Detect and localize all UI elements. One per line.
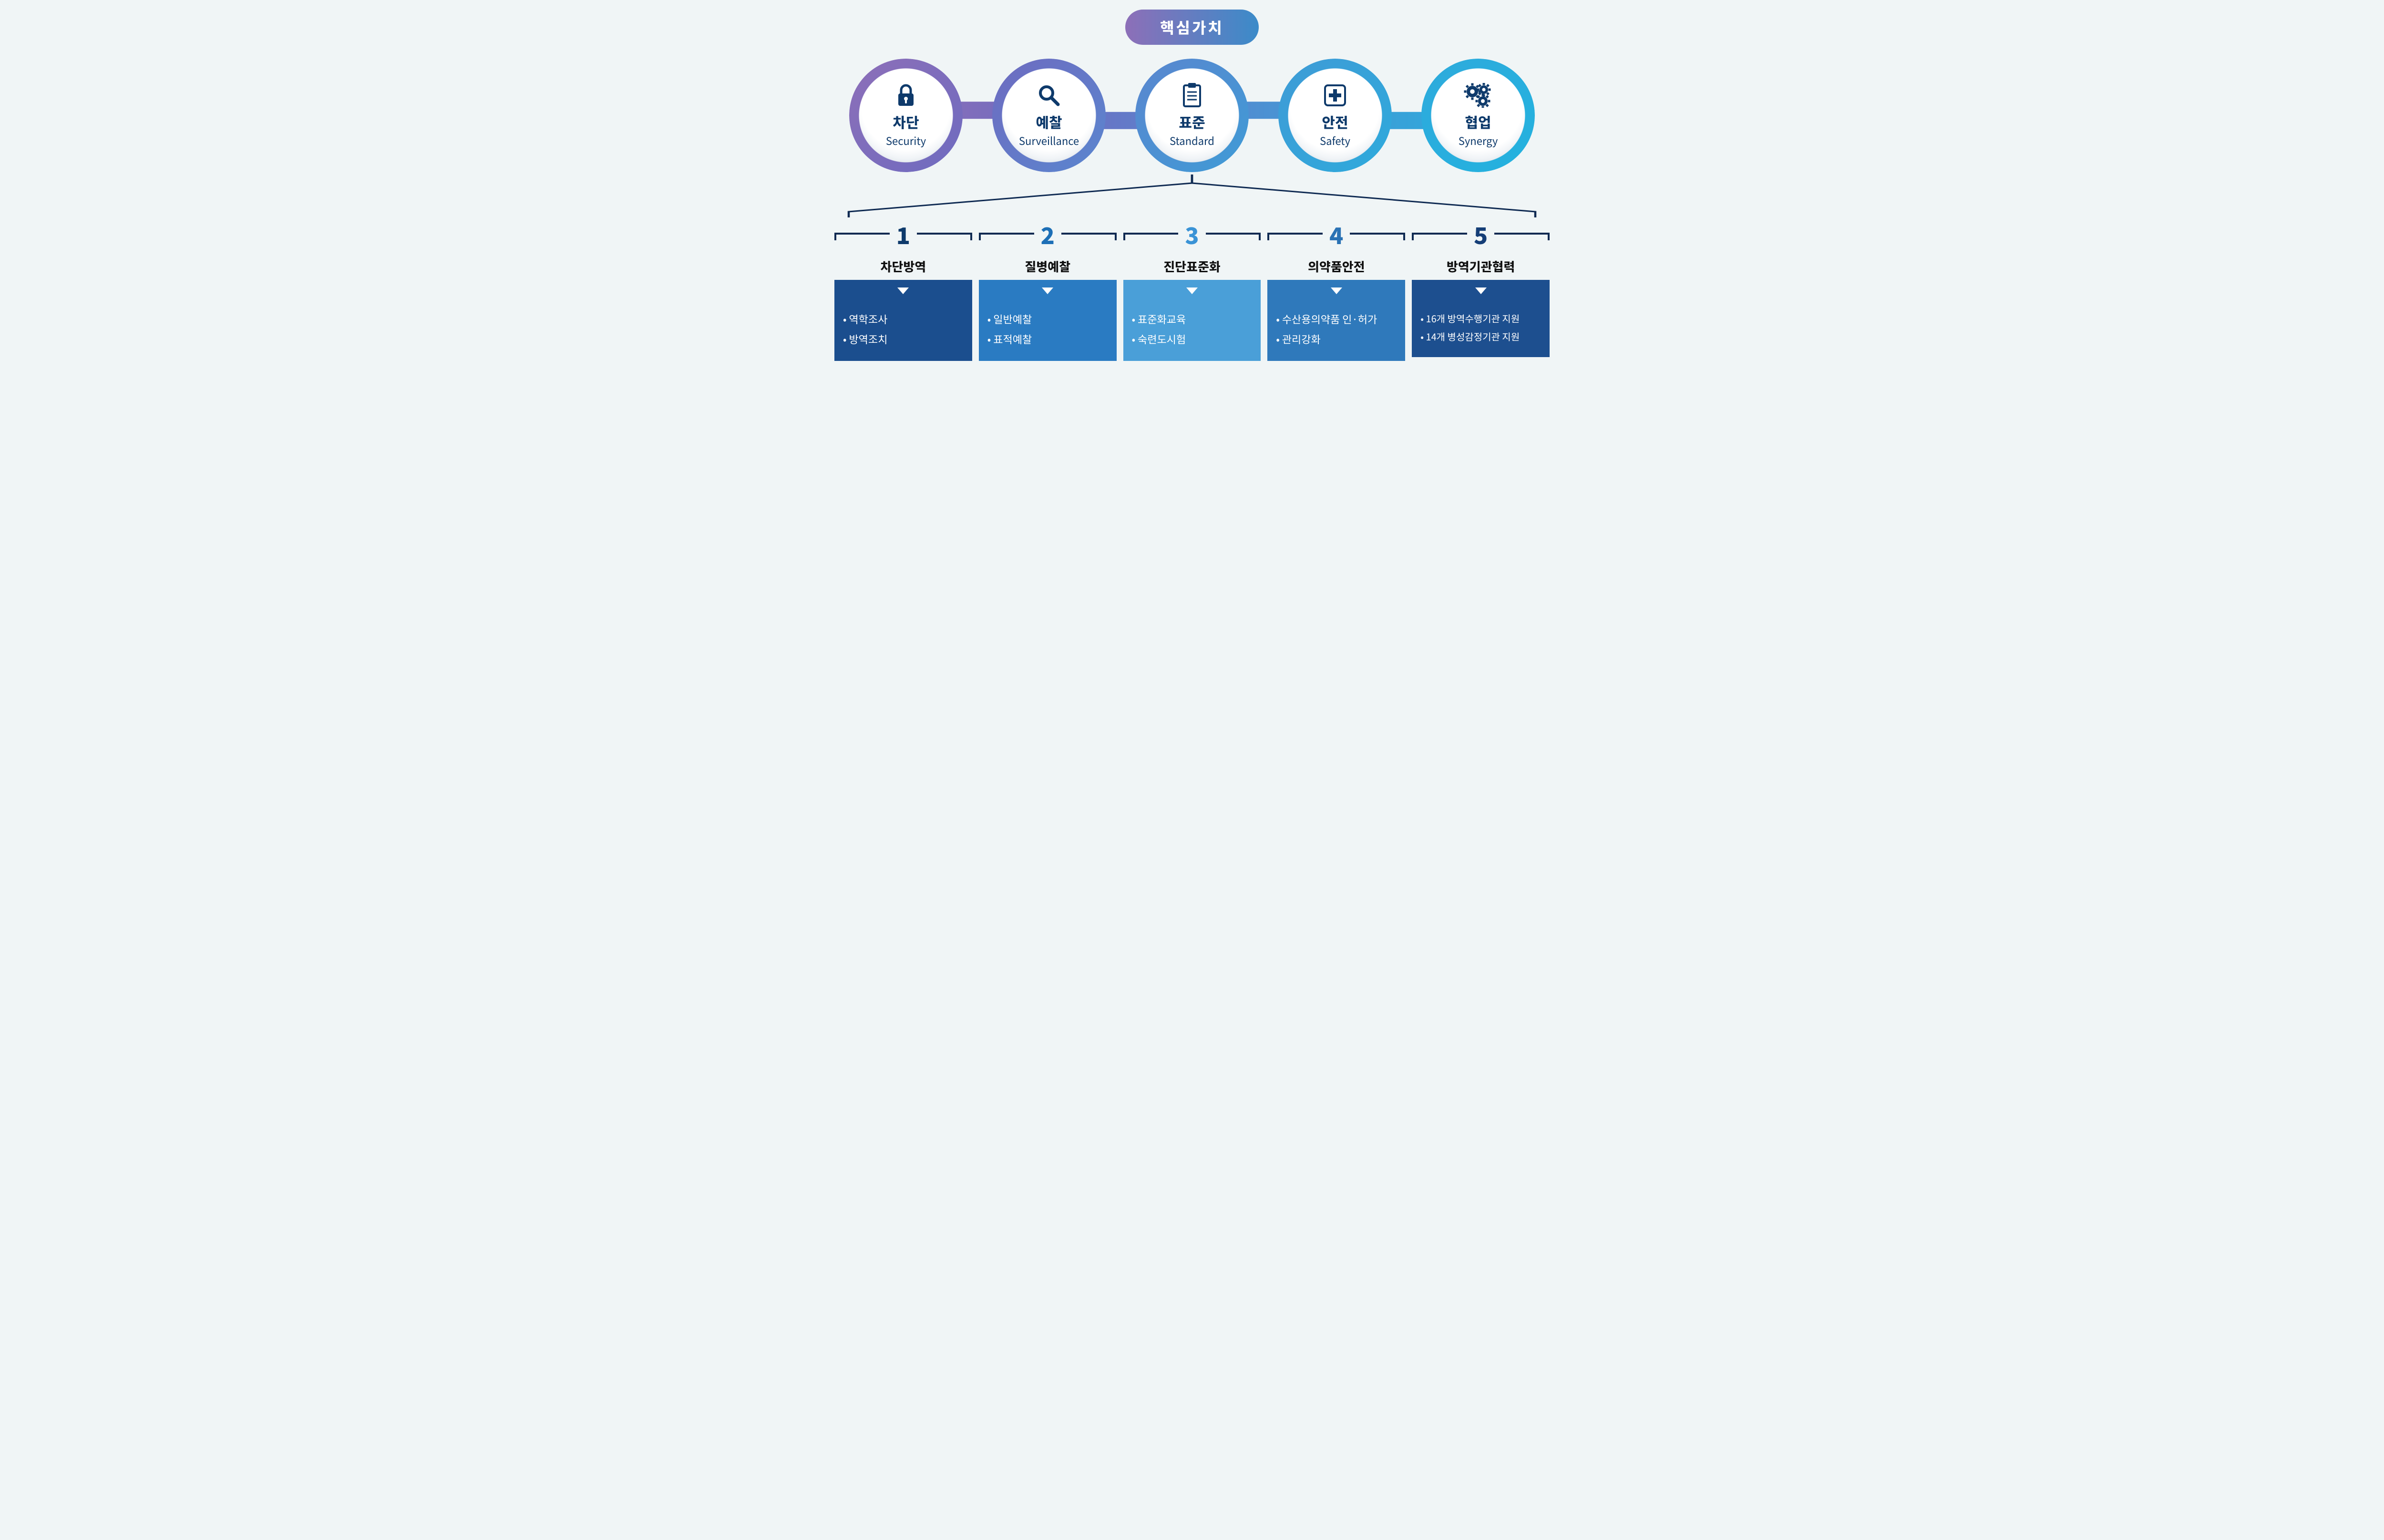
core-value-en: Safety: [1320, 133, 1350, 148]
column-number: 3: [1178, 217, 1205, 251]
column-header: 5: [1412, 217, 1550, 251]
strategy-column: 4 의약품안전 수산용의약품 인·허가관리강화: [1267, 217, 1405, 361]
column-number: 5: [1467, 217, 1494, 251]
column-body: 일반예찰표적예찰: [979, 280, 1117, 361]
column-header: 4: [1267, 217, 1405, 251]
core-value-kr: 차단: [893, 111, 919, 132]
strategy-columns: 1 차단방역 역학조사방역조치 2 질병예찰 일반예찰표적예찰 3 진단표준화 …: [834, 217, 1550, 361]
column-header: 3: [1123, 217, 1261, 251]
bullet-item: 14개 병성감정기관 지원: [1420, 328, 1541, 346]
bullet-item: 역학조사: [843, 309, 964, 329]
chevron-down-icon: [1042, 287, 1053, 301]
clipboard-icon: [1182, 82, 1202, 108]
core-value-kr: 안전: [1322, 111, 1348, 132]
strategy-column: 2 질병예찰 일반예찰표적예찰: [979, 217, 1117, 361]
column-title: 방역기관협력: [1412, 257, 1550, 275]
core-value-kr: 표준: [1179, 111, 1205, 132]
bullet-list: 16개 방역수행기관 지원14개 병성감정기관 지원: [1412, 309, 1550, 346]
core-value-en: Security: [886, 133, 926, 148]
medical-icon: [1323, 82, 1347, 108]
bullet-list: 수산용의약품 인·허가관리강화: [1267, 309, 1405, 349]
chevron-down-icon: [1331, 287, 1342, 301]
strategy-column: 1 차단방역 역학조사방역조치: [834, 217, 972, 361]
column-title: 차단방역: [834, 257, 972, 275]
bullet-item: 표적예찰: [987, 329, 1108, 349]
core-value-en: Surveillance: [1019, 133, 1079, 148]
column-title: 질병예찰: [979, 257, 1117, 275]
bullet-item: 16개 방역수행기관 지원: [1420, 309, 1541, 328]
bullet-item: 방역조치: [843, 329, 964, 349]
column-title: 의약품안전: [1267, 257, 1405, 275]
column-body: 역학조사방역조치: [834, 280, 972, 361]
core-value-kr: 협업: [1465, 111, 1491, 132]
core-value-kr: 예찰: [1036, 111, 1062, 132]
bullet-item: 수산용의약품 인·허가: [1276, 309, 1397, 329]
title-pill: 핵심가치: [1125, 10, 1259, 45]
bullet-item: 일반예찰: [987, 309, 1108, 329]
core-value-circle: 차단 Security: [854, 63, 958, 167]
chevron-down-icon: [897, 287, 909, 301]
column-body: 16개 방역수행기관 지원14개 병성감정기관 지원: [1412, 280, 1550, 357]
connector-lines: [834, 175, 1550, 217]
column-body: 수산용의약품 인·허가관리강화: [1267, 280, 1405, 361]
gears-icon: [1464, 82, 1492, 108]
chevron-down-icon: [1475, 287, 1487, 301]
bullet-list: 일반예찰표적예찰: [979, 309, 1117, 349]
column-header: 1: [834, 217, 972, 251]
column-title: 진단표준화: [1123, 257, 1261, 275]
strategy-column: 5 방역기관협력 16개 방역수행기관 지원14개 병성감정기관 지원: [1412, 217, 1550, 361]
column-number: 2: [1034, 217, 1061, 251]
bullet-list: 표준화교육숙련도시험: [1123, 309, 1261, 349]
core-value-circle: 예찰 Surveillance: [997, 63, 1101, 167]
lock-icon: [894, 82, 917, 108]
core-value-en: Synergy: [1459, 133, 1498, 148]
magnifier-icon: [1037, 82, 1061, 108]
core-value-circle: 표준 Standard: [1140, 63, 1244, 167]
core-value-circle: 협업 Synergy: [1426, 63, 1530, 167]
bullet-list: 역학조사방역조치: [834, 309, 972, 349]
bullet-item: 숙련도시험: [1132, 329, 1253, 349]
chevron-down-icon: [1186, 287, 1198, 301]
core-value-en: Standard: [1170, 133, 1214, 148]
column-body: 표준화교육숙련도시험: [1123, 280, 1261, 361]
column-header: 2: [979, 217, 1117, 251]
column-number: 4: [1323, 217, 1350, 251]
strategy-column: 3 진단표준화 표준화교육숙련도시험: [1123, 217, 1261, 361]
core-value-circle: 안전 Safety: [1283, 63, 1387, 167]
core-values-circles: 차단 Security 예찰 Surveillance 표준 Standard …: [834, 53, 1550, 177]
bullet-item: 표준화교육: [1132, 309, 1253, 329]
bullet-item: 관리강화: [1276, 329, 1397, 349]
column-number: 1: [890, 217, 917, 251]
